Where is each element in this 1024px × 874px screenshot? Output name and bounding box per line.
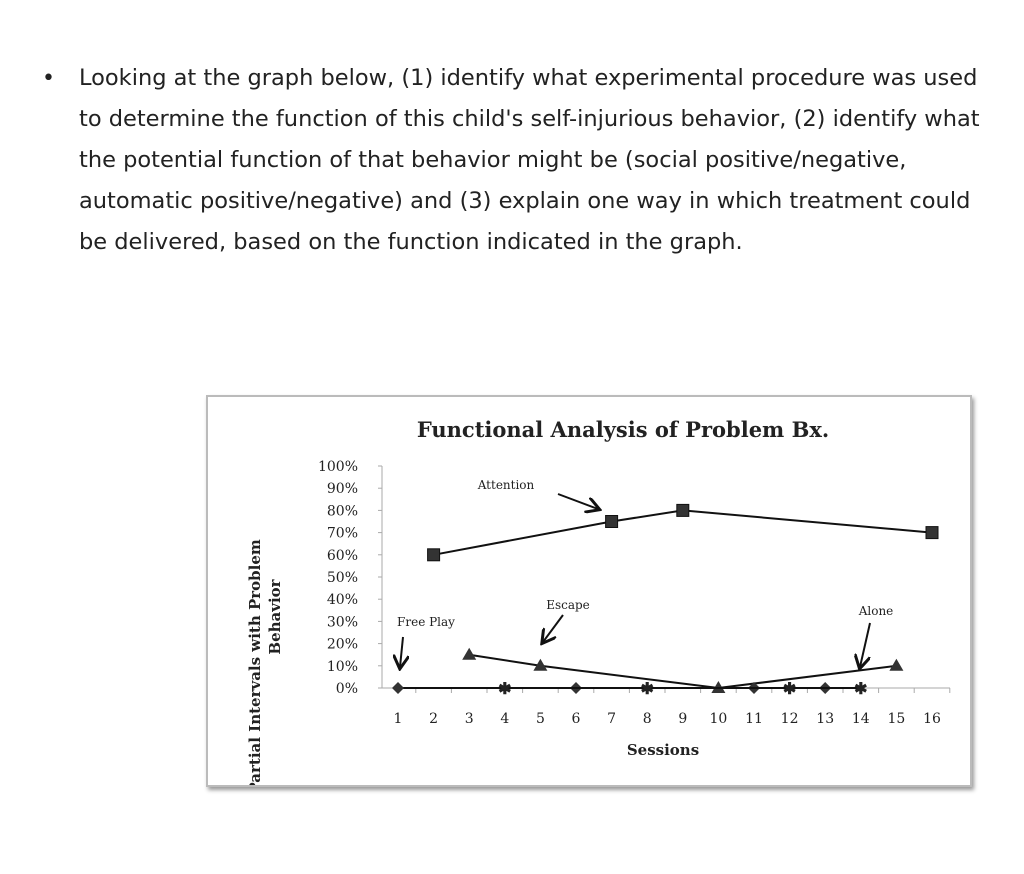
- data-point-triangle: [889, 658, 904, 671]
- series-line-attention: [433, 509, 933, 556]
- y-tick-label: 40%: [327, 592, 358, 608]
- x-tick-label: 8: [643, 711, 652, 727]
- y-tick-label: 70%: [327, 526, 358, 542]
- annotation-arrow: [543, 614, 564, 642]
- chart: Functional Analysis of Problem Bx. % of …: [246, 417, 951, 835]
- data-point-star: ✱: [783, 679, 796, 698]
- series-line-escape: [469, 653, 897, 690]
- x-tick-label: 4: [500, 711, 509, 727]
- bullet: •: [42, 66, 55, 91]
- data-point-square: [427, 548, 441, 562]
- annotation-escape: Escape: [546, 598, 590, 612]
- y-tick-label: 50%: [327, 570, 358, 586]
- x-tick-label: 14: [852, 711, 870, 727]
- y-tick-label: 0%: [336, 681, 358, 697]
- y-axis-label-2: Behavior: [266, 578, 284, 654]
- chart-title: Functional Analysis of Problem Bx.: [417, 417, 829, 442]
- y-tick-label: 20%: [327, 637, 358, 653]
- annotation-free-play: Free Play: [397, 615, 455, 629]
- data-point-star: ✱: [640, 679, 653, 698]
- y-tick-label: 30%: [327, 614, 358, 630]
- data-point-triangle: [462, 647, 477, 660]
- x-tick-label: 16: [923, 711, 941, 727]
- y-tick-label: 10%: [327, 659, 358, 675]
- x-tick-label: 2: [429, 711, 438, 727]
- x-tick-label: 15: [887, 711, 905, 727]
- data-point-square: [925, 526, 939, 540]
- annotation-arrow: [860, 622, 871, 667]
- data-point-square: [676, 503, 690, 517]
- data-point-diamond: [392, 682, 404, 694]
- y-tick-label: 90%: [327, 481, 358, 497]
- x-tick-label: 5: [536, 711, 545, 727]
- annotation-arrow: [400, 636, 403, 667]
- data-point-square: [605, 515, 619, 528]
- x-tick-label: 11: [745, 711, 763, 727]
- x-tick-label: 6: [572, 711, 581, 727]
- annotation-alone: Alone: [858, 604, 894, 618]
- data-point-triangle: [533, 658, 548, 671]
- question: • Looking at the graph below, (1) identi…: [42, 58, 992, 263]
- data-point-star: ✱: [498, 679, 511, 698]
- x-tick-label: 9: [678, 711, 687, 727]
- annotation-attention: Attention: [477, 478, 535, 492]
- x-tick-label: 13: [816, 711, 834, 727]
- x-tick-label: 3: [465, 711, 474, 727]
- chart-frame: Functional Analysis of Problem Bx. % of …: [206, 395, 972, 835]
- question-text: Looking at the graph below, (1) identify…: [79, 65, 980, 255]
- annotation-arrow: [557, 493, 598, 509]
- y-tick-label: 80%: [327, 503, 358, 519]
- y-axis-label: % of Partial Intervals with Problem: [246, 539, 264, 785]
- x-axis-label: Sessions: [627, 741, 699, 759]
- x-tick-label: 1: [394, 711, 403, 727]
- y-tick-label: 100%: [318, 459, 358, 475]
- data-point-star: ✱: [854, 679, 867, 698]
- x-tick-label: 10: [709, 711, 727, 727]
- y-tick-label: 60%: [327, 548, 358, 564]
- x-tick-label: 7: [607, 711, 616, 727]
- x-tick-label: 12: [781, 711, 799, 727]
